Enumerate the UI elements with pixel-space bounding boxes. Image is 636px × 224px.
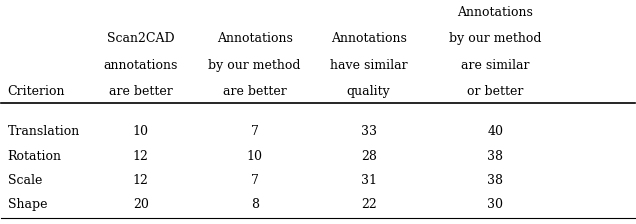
Text: annotations: annotations <box>104 59 178 72</box>
Text: 7: 7 <box>251 174 259 187</box>
Text: 28: 28 <box>361 150 377 163</box>
Text: Shape: Shape <box>8 198 47 211</box>
Text: 7: 7 <box>251 125 259 138</box>
Text: Scan2CAD: Scan2CAD <box>107 32 174 45</box>
Text: 8: 8 <box>251 198 259 211</box>
Text: or better: or better <box>467 85 523 99</box>
Text: 38: 38 <box>487 150 503 163</box>
Text: Annotations: Annotations <box>457 6 533 19</box>
Text: 10: 10 <box>247 150 263 163</box>
Text: 20: 20 <box>133 198 149 211</box>
Text: Annotations: Annotations <box>331 32 406 45</box>
Text: by our method: by our method <box>209 59 301 72</box>
Text: Scale: Scale <box>8 174 42 187</box>
Text: are similar: are similar <box>461 59 530 72</box>
Text: have similar: have similar <box>330 59 408 72</box>
Text: 33: 33 <box>361 125 377 138</box>
Text: 12: 12 <box>133 150 149 163</box>
Text: are better: are better <box>223 85 287 99</box>
Text: quality: quality <box>347 85 391 99</box>
Text: 12: 12 <box>133 174 149 187</box>
Text: 38: 38 <box>487 174 503 187</box>
Text: are better: are better <box>109 85 172 99</box>
Text: 10: 10 <box>133 125 149 138</box>
Text: Translation: Translation <box>8 125 80 138</box>
Text: Criterion: Criterion <box>8 85 66 99</box>
Text: by our method: by our method <box>449 32 541 45</box>
Text: 30: 30 <box>487 198 503 211</box>
Text: 22: 22 <box>361 198 377 211</box>
Text: Annotations: Annotations <box>217 32 293 45</box>
Text: 31: 31 <box>361 174 377 187</box>
Text: Rotation: Rotation <box>8 150 62 163</box>
Text: 40: 40 <box>487 125 503 138</box>
